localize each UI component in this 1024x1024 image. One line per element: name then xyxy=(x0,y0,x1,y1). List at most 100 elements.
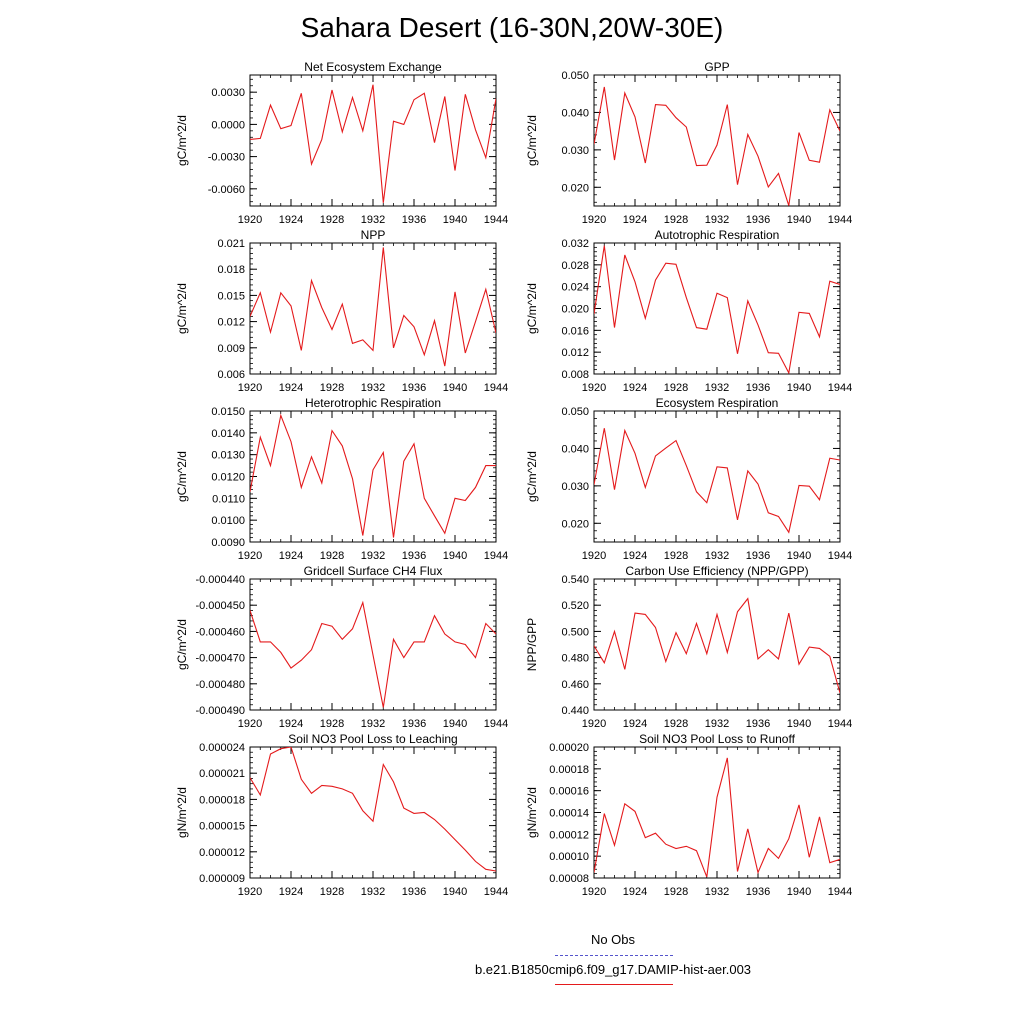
y-tick-label: 0.460 xyxy=(561,679,589,691)
x-tick-label: 1928 xyxy=(320,382,344,394)
panel-title: NPP xyxy=(361,228,386,242)
y-tick-label: 0.000012 xyxy=(199,847,245,859)
x-tick-label: 1940 xyxy=(443,886,467,898)
plot-frame xyxy=(593,242,841,375)
x-tick-label: 1920 xyxy=(582,214,606,226)
y-tick-label: 0.00014 xyxy=(549,808,589,820)
x-tick-label: 1924 xyxy=(623,382,647,394)
chart-panel-4: 1920 1924 1928 1932 1936 1940 1944 0.0090 0.0100… xyxy=(175,396,508,562)
y-tick-label: 0.00010 xyxy=(549,851,589,863)
x-tick-label: 1940 xyxy=(787,214,811,226)
y-tick-label: 0.000018 xyxy=(199,794,245,806)
y-tick-label: 0.00012 xyxy=(549,829,589,841)
y-tick-label: 0.020 xyxy=(561,304,589,316)
x-tick-label: 1920 xyxy=(238,718,262,730)
y-tick-label: 0.500 xyxy=(561,626,589,638)
y-tick-label: 0.0150 xyxy=(211,406,245,418)
x-tick-label: 1932 xyxy=(705,718,729,730)
y-tick-label: -0.0060 xyxy=(208,184,245,196)
x-tick-label: 1944 xyxy=(828,214,852,226)
x-tick-label: 1928 xyxy=(320,886,344,898)
x-tick-label: 1932 xyxy=(705,886,729,898)
y-tick-label: 0.032 xyxy=(561,238,589,250)
y-tick-label: 0.00018 xyxy=(549,764,589,776)
y-tick-label: 0.009 xyxy=(217,343,245,355)
y-axis-label: gC/m^2/d xyxy=(175,115,189,166)
x-tick-label: 1920 xyxy=(582,382,606,394)
y-axis-label: gN/m^2/d xyxy=(525,787,539,838)
x-tick-label: 1920 xyxy=(582,550,606,562)
y-tick-label: 0.480 xyxy=(561,653,589,665)
chart-panel-7: 1920 1924 1928 1932 1936 1940 1944 0.440 0.460 0.… xyxy=(525,564,852,730)
y-axis-label: gC/m^2/d xyxy=(525,283,539,334)
x-tick-label: 1932 xyxy=(705,214,729,226)
chart-panel-0: 1920 1924 1928 1932 1936 1940 1944 -0.0060 -0.00… xyxy=(175,60,508,226)
x-tick-label: 1932 xyxy=(705,550,729,562)
panel-title: Heterotrophic Respiration xyxy=(305,396,441,410)
y-tick-label: -0.000440 xyxy=(195,574,245,586)
x-tick-label: 1932 xyxy=(361,886,385,898)
x-tick-label: 1936 xyxy=(402,214,426,226)
x-tick-label: 1924 xyxy=(279,718,303,730)
legend-model-line xyxy=(555,984,673,985)
y-tick-label: 0.012 xyxy=(217,317,245,329)
x-tick-label: 1928 xyxy=(664,214,688,226)
x-tick-label: 1920 xyxy=(582,886,606,898)
y-tick-label: 0.020 xyxy=(561,518,589,530)
x-tick-label: 1928 xyxy=(320,550,344,562)
y-tick-label: 0.040 xyxy=(561,107,589,119)
y-tick-label: 0.0130 xyxy=(211,450,245,462)
legend-obs-line xyxy=(555,955,673,956)
panel-title: Carbon Use Efficiency (NPP/GPP) xyxy=(625,564,808,578)
y-tick-label: -0.000470 xyxy=(195,653,245,665)
page-title: Sahara Desert (16-30N,20W-30E) xyxy=(300,12,724,43)
series-line xyxy=(594,428,840,534)
y-tick-label: -0.0030 xyxy=(208,152,245,164)
x-tick-label: 1928 xyxy=(664,382,688,394)
x-tick-label: 1920 xyxy=(238,214,262,226)
x-tick-label: 1932 xyxy=(361,718,385,730)
x-tick-label: 1936 xyxy=(746,382,770,394)
y-tick-label: 0.0120 xyxy=(211,472,245,484)
x-tick-label: 1928 xyxy=(320,718,344,730)
panel-title: Autotrophic Respiration xyxy=(655,228,780,242)
y-tick-label: 0.000009 xyxy=(199,873,245,885)
chart-panel-5: 1920 1924 1928 1932 1936 1940 1944 0.020 0.030 0.… xyxy=(525,396,852,562)
y-tick-label: 0.018 xyxy=(217,264,245,276)
y-tick-label: 0.000021 xyxy=(199,768,245,780)
y-tick-label: 0.0110 xyxy=(212,493,245,505)
x-tick-label: 1920 xyxy=(582,718,606,730)
y-tick-label: 0.012 xyxy=(561,347,589,359)
y-tick-label: 0.006 xyxy=(217,369,245,381)
y-tick-label: 0.030 xyxy=(561,145,589,157)
y-tick-label: 0.021 xyxy=(217,238,245,250)
x-tick-label: 1932 xyxy=(361,382,385,394)
x-tick-label: 1936 xyxy=(746,886,770,898)
x-tick-label: 1924 xyxy=(279,550,303,562)
y-axis-label: NPP/GPP xyxy=(525,618,539,671)
x-tick-label: 1924 xyxy=(623,214,647,226)
x-tick-label: 1932 xyxy=(705,382,729,394)
y-tick-label: 0.00020 xyxy=(549,742,589,754)
x-tick-label: 1936 xyxy=(402,718,426,730)
x-tick-label: 1944 xyxy=(828,718,852,730)
y-tick-label: 0.0090 xyxy=(211,537,245,549)
y-tick-label: 0.520 xyxy=(561,600,589,612)
x-tick-label: 1928 xyxy=(664,886,688,898)
chart-panel-6: 1920 1924 1928 1932 1936 1940 1944 -0.000490 -0.… xyxy=(175,564,508,730)
chart-panel-1: 1920 1924 1928 1932 1936 1940 1944 0.020 0.030 0.… xyxy=(525,60,852,226)
plot-frame xyxy=(593,746,841,879)
x-tick-label: 1936 xyxy=(746,718,770,730)
y-axis-label: gC/m^2/d xyxy=(175,619,189,670)
y-tick-label: -0.000460 xyxy=(195,626,245,638)
series-line xyxy=(250,600,496,708)
y-tick-label: 0.028 xyxy=(561,260,589,272)
x-tick-label: 1940 xyxy=(787,550,811,562)
legend-model-label: b.e21.B1850cmip6.f09_g17.DAMIP-hist-aer.… xyxy=(474,962,752,977)
series-line xyxy=(250,84,496,203)
x-tick-label: 1944 xyxy=(484,550,508,562)
y-axis-label: gC/m^2/d xyxy=(525,451,539,502)
x-tick-label: 1944 xyxy=(484,718,508,730)
x-tick-label: 1940 xyxy=(443,214,467,226)
y-tick-label: -0.000450 xyxy=(195,600,245,612)
